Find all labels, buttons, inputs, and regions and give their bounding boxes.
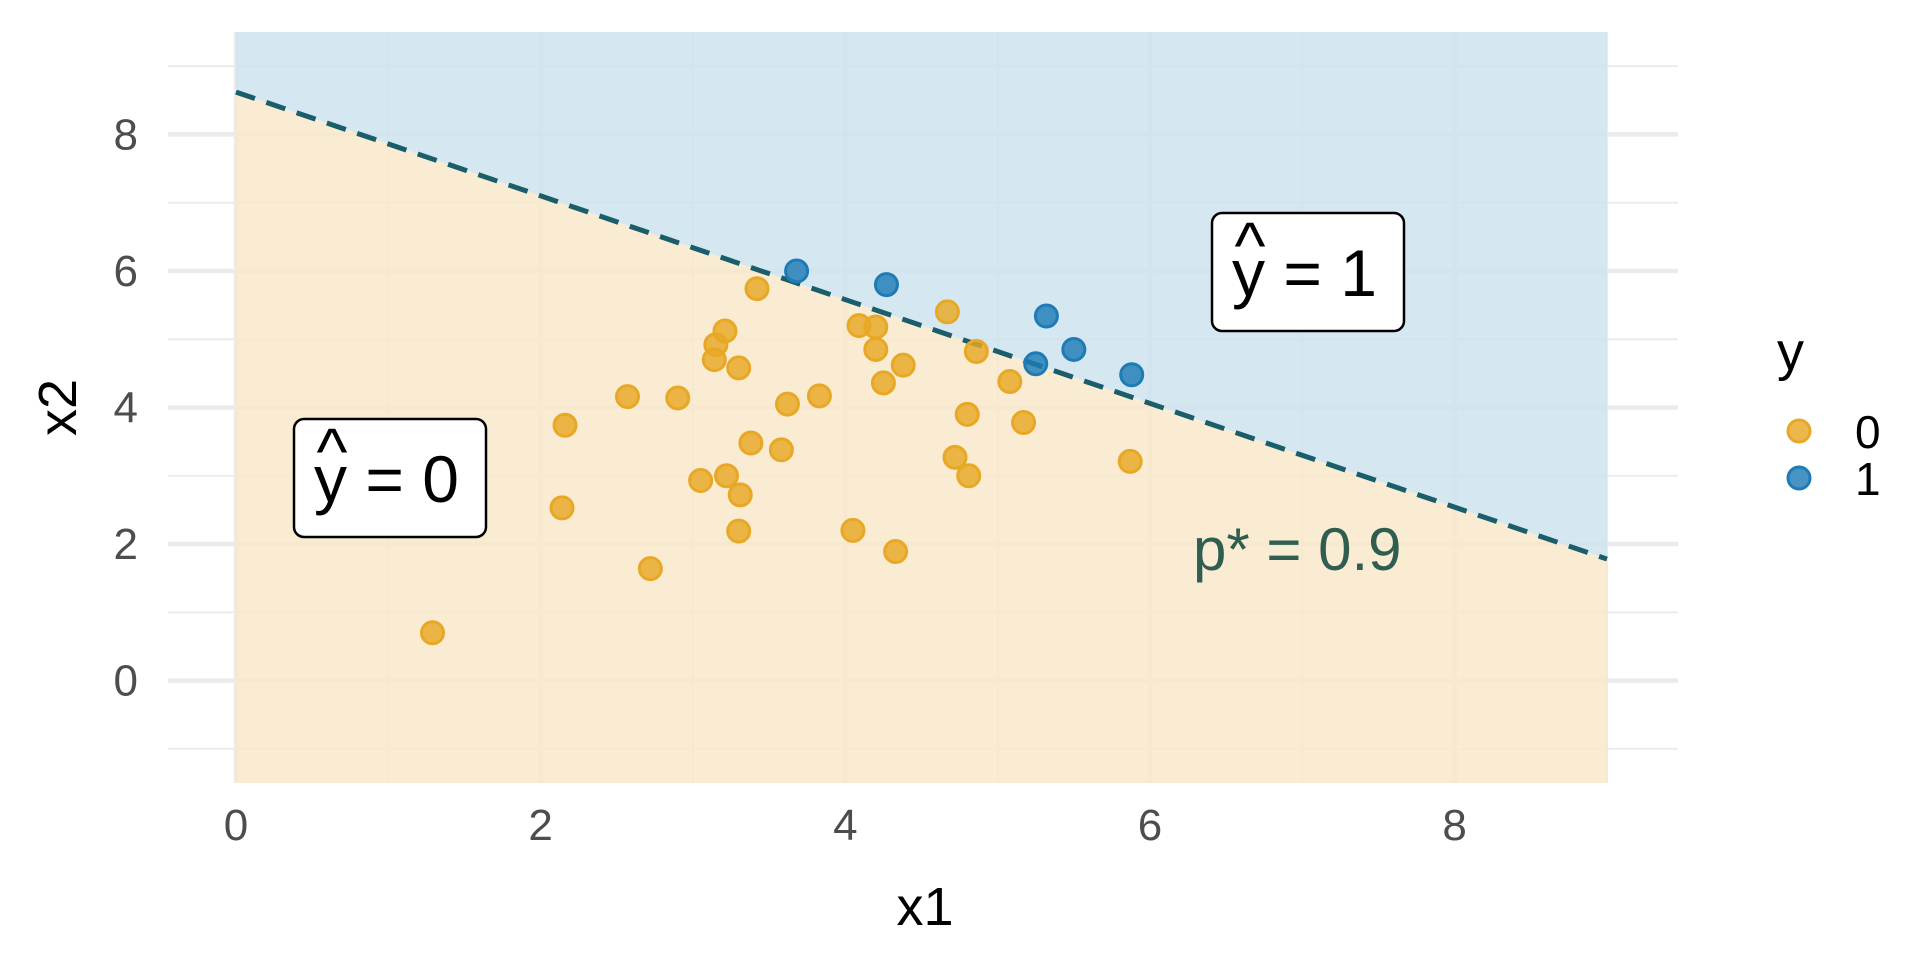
data-point-class-0 [1117,448,1143,474]
x-tick-label: 4 [833,801,857,850]
scatter-points [420,258,1145,646]
x-tick-label: 0 [224,801,248,850]
region-label-box [292,417,488,539]
data-point-class-0 [712,318,738,344]
data-point-class-0 [552,412,578,438]
data-point-class-1 [1061,336,1087,362]
data-point-class-0 [1011,410,1037,436]
y-tick-label: 4 [114,384,138,433]
data-point-class-0 [665,385,691,411]
data-point-class-0 [870,370,896,396]
y-tick-label: 0 [114,657,138,706]
y-axis-ticks: 0 2 4 6 8 [114,110,138,705]
region-label-yhat-0: ^ y = 0 [292,414,488,539]
data-point-class-0 [420,620,446,646]
data-point-class-1 [1023,351,1049,377]
x-axis-title: x1 [896,877,953,937]
data-point-class-1 [1033,303,1059,329]
data-point-class-0 [942,444,968,470]
region-label-yhat-1: ^ y = 1 [1210,208,1406,333]
y-axis-title: x2 [28,379,88,436]
data-point-class-0 [840,517,866,543]
legend-key-1 [1786,465,1812,491]
data-point-class-0 [701,347,727,373]
data-point-class-0 [954,401,980,427]
data-point-class-0 [863,314,889,340]
data-point-class-0 [744,276,770,302]
data-point-class-0 [549,495,575,521]
data-point-class-1 [1119,362,1145,388]
region-label-box [1210,211,1406,333]
region-label-text: y = 1 [1232,236,1377,310]
data-point-class-0 [726,355,752,381]
legend-title: y [1777,322,1804,382]
data-point-class-0 [934,299,960,325]
data-point-class-0 [726,518,752,544]
region-label-hat: ^ [1235,208,1266,282]
legend: y 0 1 [1777,322,1881,505]
data-point-class-0 [890,352,916,378]
data-point-class-0 [768,437,794,463]
region-label-hat: ^ [317,414,348,488]
data-point-class-1 [784,258,810,284]
region-yhat-1 [236,32,1607,560]
data-point-class-0 [637,556,663,582]
x-tick-label: 2 [528,801,552,850]
region-label-text: y = 0 [314,442,459,516]
x-tick-label: 6 [1138,801,1162,850]
data-point-class-1 [873,272,899,298]
threshold-annotation: p* = 0.9 [1193,516,1402,583]
data-point-class-0 [863,336,889,362]
plot-panel [168,32,1678,783]
y-tick-label: 2 [114,520,138,569]
legend-label-1: 1 [1855,453,1881,505]
data-point-class-0 [806,383,832,409]
decision-boundary-line [235,89,1608,562]
data-point-class-0 [614,384,640,410]
x-tick-label: 8 [1442,801,1466,850]
data-point-class-0 [688,468,714,494]
data-point-class-0 [727,482,753,508]
legend-key-0 [1786,418,1812,444]
data-point-class-0 [883,539,909,565]
x-axis-ticks: 0 2 4 6 8 [224,801,1467,850]
data-point-class-0 [738,430,764,456]
data-point-class-0 [956,463,982,489]
region-yhat-0 [236,92,1607,783]
data-point-class-0 [997,369,1023,395]
data-point-class-0 [774,391,800,417]
y-tick-label: 6 [114,247,138,296]
data-point-class-0 [714,463,740,489]
legend-label-0: 0 [1855,406,1881,458]
data-point-class-0 [963,339,989,365]
y-tick-label: 8 [114,110,138,159]
